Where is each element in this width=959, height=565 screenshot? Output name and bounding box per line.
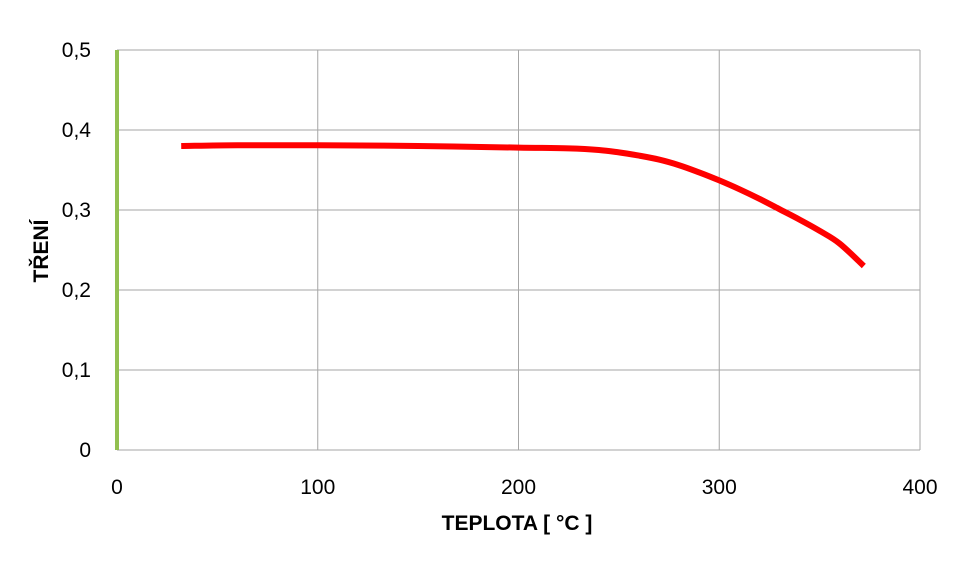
y-tick-labels: 0 0,1 0,2 0,3 0,4 0,5	[62, 39, 92, 462]
x-tick-labels: 0 100 200 300 400	[111, 476, 937, 499]
series-layer	[181, 142, 866, 269]
gridlines	[117, 49, 921, 451]
y-tick-label: 0,2	[62, 279, 91, 302]
series-line	[181, 142, 866, 269]
y-axis-title: TŘENÍ	[29, 218, 53, 282]
x-tick-label: 300	[702, 476, 737, 499]
y-tick-label: 0,1	[62, 359, 91, 382]
y-tick-label: 0,5	[62, 39, 91, 62]
x-axis-title: TEPLOTA [ °C ]	[442, 512, 593, 535]
x-tick-label: 0	[111, 476, 123, 499]
y-tick-label: 0,4	[62, 119, 92, 142]
x-tick-label: 200	[501, 476, 536, 499]
x-tick-label: 100	[300, 476, 335, 499]
x-tick-label: 400	[902, 476, 937, 499]
y-tick-label: 0	[79, 439, 91, 462]
y-tick-label: 0,3	[62, 199, 91, 222]
